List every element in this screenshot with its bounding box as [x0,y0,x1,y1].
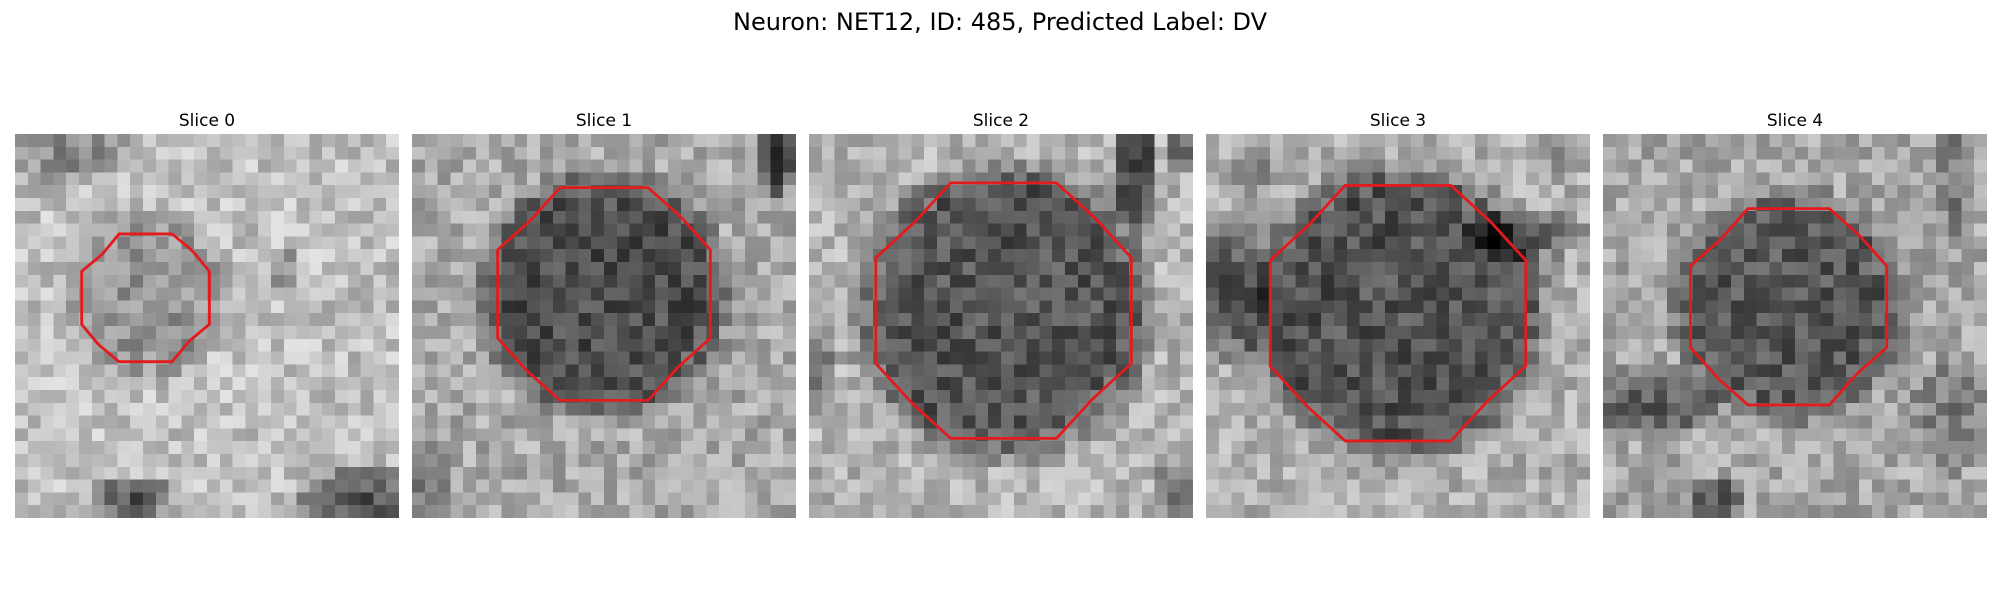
pixel-grid-1 [412,134,796,518]
slice-title-4: Slice 4 [1766,111,1824,131]
slice-panel-2: Slice 2 [809,108,1193,518]
slice-image-2 [809,134,1193,518]
slice-panel-4: Slice 4 [1603,108,1987,518]
slice-panel-3: Slice 3 [1206,108,1590,518]
pixel-grid-2 [809,134,1193,518]
slice-image-4 [1603,134,1987,518]
slice-title-3: Slice 3 [1369,111,1427,131]
slice-title-2: Slice 2 [972,111,1030,131]
cell-contour-1 [496,186,712,402]
slice-image-0 [15,134,399,518]
pixel-grid-4 [1603,134,1987,518]
slice-image-3 [1206,134,1590,518]
cell-contour-4 [1689,207,1889,407]
slice-title-1: Slice 1 [575,111,633,131]
cell-contour-2 [874,181,1133,440]
cell-contour-3 [1268,184,1528,443]
slice-panel-1: Slice 1 [412,108,796,518]
cell-contour-0 [80,232,211,364]
slice-title-0: Slice 0 [178,111,236,131]
figure-title: Neuron: NET12, ID: 485, Predicted Label:… [732,8,1268,36]
pixel-grid-3 [1206,134,1590,518]
pixel-grid-0 [15,134,399,518]
slice-image-1 [412,134,796,518]
slice-panel-0: Slice 0 [15,108,399,518]
